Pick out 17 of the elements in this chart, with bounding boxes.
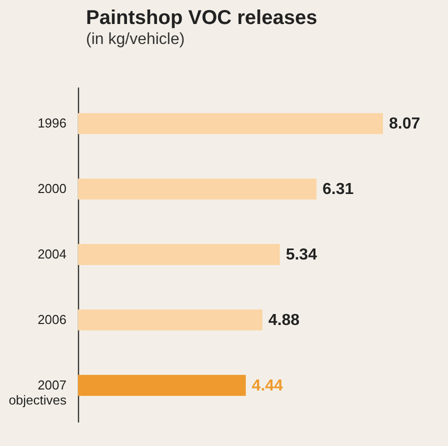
bar (78, 244, 280, 265)
y-tick-label: 2006 (38, 312, 66, 327)
chart-subtitle: (in kg/vehicle) (86, 31, 185, 48)
data-label: 4.44 (252, 377, 284, 394)
bar (78, 113, 383, 134)
y-tick-label: 1996 (38, 116, 66, 131)
data-label: 8.07 (389, 116, 420, 133)
y-tick-label: 2007 objectives (8, 377, 67, 408)
bar (78, 309, 262, 330)
y-tick-label: 2000 (38, 181, 66, 196)
y-tick-label: 2004 (38, 246, 66, 262)
bar (78, 374, 246, 396)
data-label: 5.34 (286, 246, 318, 264)
data-label: 6.31 (322, 181, 354, 198)
bar (78, 178, 316, 200)
chart-title: Paintshop VOC releases (86, 7, 318, 29)
data-label: 4.88 (268, 312, 300, 329)
